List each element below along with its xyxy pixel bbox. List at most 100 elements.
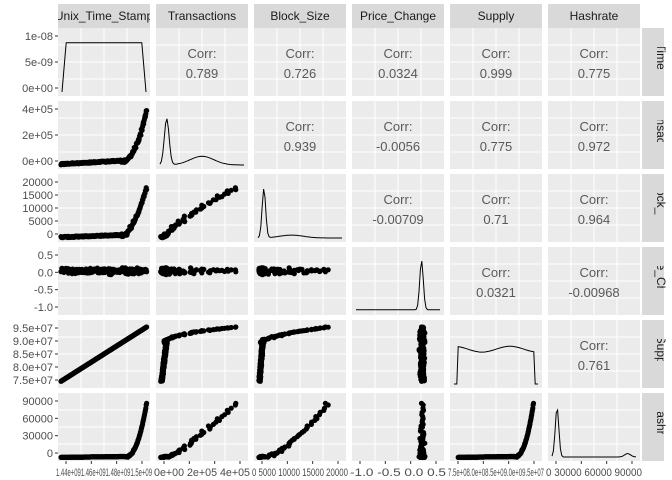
scatter-point: [193, 329, 199, 335]
strip-background: [642, 101, 664, 169]
correlation-cell: Corr: 0.71: [482, 192, 511, 227]
scatter-point: [269, 266, 275, 272]
strip-background: [642, 320, 664, 388]
strip-label: Unix_Time_Stamp: [654, 13, 668, 112]
x-axis-col-5: 0 30000 60000 90000: [546, 461, 642, 479]
correlation-label: Corr:: [384, 119, 413, 134]
panel-r1-c1: [156, 101, 248, 169]
panel-r4-c0: [58, 320, 150, 388]
strip-top-block_size: Block_Size: [254, 4, 346, 28]
y-tick-label: 0: [47, 229, 53, 241]
strip-right-hashrate: Hashrate: [642, 393, 668, 461]
correlation-label: Corr:: [384, 192, 413, 207]
correlation-label: Corr:: [580, 338, 609, 353]
correlation-label: Corr:: [580, 119, 609, 134]
panel-r3-c2: [254, 247, 346, 315]
correlation-label: Corr:: [482, 192, 511, 207]
scatter-point: [138, 132, 144, 138]
scatter-point: [214, 416, 220, 422]
scatter-point: [205, 423, 212, 429]
scatter-point: [304, 327, 310, 333]
scatter-point: [530, 400, 537, 406]
panel-r5-c3: [352, 393, 444, 461]
panel-r0-c2: [254, 28, 346, 96]
scatter-point: [199, 428, 205, 434]
strip-label: Unix_Time_Stamp: [55, 9, 154, 23]
panel-r0-c5: [548, 28, 640, 96]
panel-r4-c3: [352, 320, 444, 388]
scatter-point: [193, 267, 199, 273]
density-curve: [454, 345, 538, 385]
strip-label: Supply: [478, 9, 515, 23]
scatter-point: [199, 202, 205, 208]
scatter-point: [181, 269, 187, 275]
y-axis-row-3: 0.5 0.0 -0.5 -1.0: [34, 250, 58, 314]
strip-background: [642, 247, 664, 315]
y-tick-label: 0: [47, 448, 53, 460]
strip-top-supply: Supply: [450, 4, 542, 28]
strip-background: [254, 4, 346, 28]
scatter-point: [224, 266, 230, 272]
scatter-point: [224, 188, 230, 194]
correlation-label: Corr:: [482, 265, 511, 280]
density-curve: [159, 118, 244, 166]
y-tick-label: 90000: [22, 396, 53, 408]
panel-r4-c1: [156, 320, 248, 388]
panel-r2-c5: [548, 174, 640, 242]
strip-top-transactions: Transactions: [156, 4, 248, 28]
panel-r0-c1: [156, 28, 248, 96]
scatter-point: [233, 187, 239, 193]
scatter-point: [291, 271, 297, 277]
scatter-point: [228, 405, 234, 411]
scatter-point: [321, 405, 328, 411]
correlation-label: Corr:: [580, 46, 609, 61]
strip-background: [642, 393, 664, 461]
correlation-cell: Corr: 0.964: [578, 192, 611, 227]
y-axis-row-0: 1e-08 5e-09 0e+00: [22, 31, 58, 95]
strip-top-hashrate: Hashrate: [548, 4, 640, 28]
scatter-point: [228, 267, 234, 273]
correlation-label: Corr:: [580, 265, 609, 280]
y-tick-label: 5e-09: [25, 57, 53, 69]
strip-label: Transactions: [168, 9, 236, 23]
correlation-value: 0.761: [578, 358, 611, 373]
scatter-point: [188, 265, 194, 271]
correlation-value: 0.0324: [378, 66, 418, 81]
strip-background: [352, 4, 444, 28]
x-axis-col-1: 0e+00 2e+05 4e+05: [154, 461, 250, 479]
correlation-value: 0.775: [578, 66, 611, 81]
correlation-label: Corr:: [482, 119, 511, 134]
scatter-point: [304, 269, 310, 275]
panel-r3-c5: [548, 247, 640, 315]
y-tick-label: 7.5e+07: [13, 375, 53, 387]
scatter-point: [144, 324, 150, 330]
panel-r4-c2: [254, 320, 346, 388]
scatter-point: [228, 324, 234, 331]
correlation-value: 0.71: [483, 212, 508, 227]
y-axis-row-5: 90000 60000 30000 0: [22, 396, 58, 460]
panel-r5-c2: [254, 393, 346, 461]
scatter-point: [418, 400, 425, 406]
panel-r1-c4: [450, 101, 542, 169]
correlation-label: Corr:: [482, 46, 511, 61]
scatter-point: [177, 220, 183, 226]
correlation-value: -0.00709: [372, 212, 423, 227]
correlation-value: -0.0056: [376, 139, 420, 154]
scatter-point: [304, 423, 310, 429]
strip-background: [642, 174, 664, 242]
strip-label: Hashrate: [570, 9, 619, 23]
scatter-point: [199, 270, 205, 276]
y-axis-row-1: 4e+05 2e+05 0e+00: [22, 104, 58, 168]
correlation-value: 0.972: [578, 139, 611, 154]
correlation-label: Corr:: [286, 46, 315, 61]
scatter-point: [418, 324, 425, 330]
strip-top-price_change: Price_Change: [352, 4, 444, 28]
strip-label: Supply: [654, 336, 668, 373]
y-tick-label: 10000: [22, 203, 53, 215]
panel-r5-c5: [548, 393, 640, 461]
y-tick-label: 0e+00: [22, 83, 53, 95]
y-tick-label: 30000: [22, 431, 53, 443]
correlation-label: Corr:: [384, 46, 413, 61]
